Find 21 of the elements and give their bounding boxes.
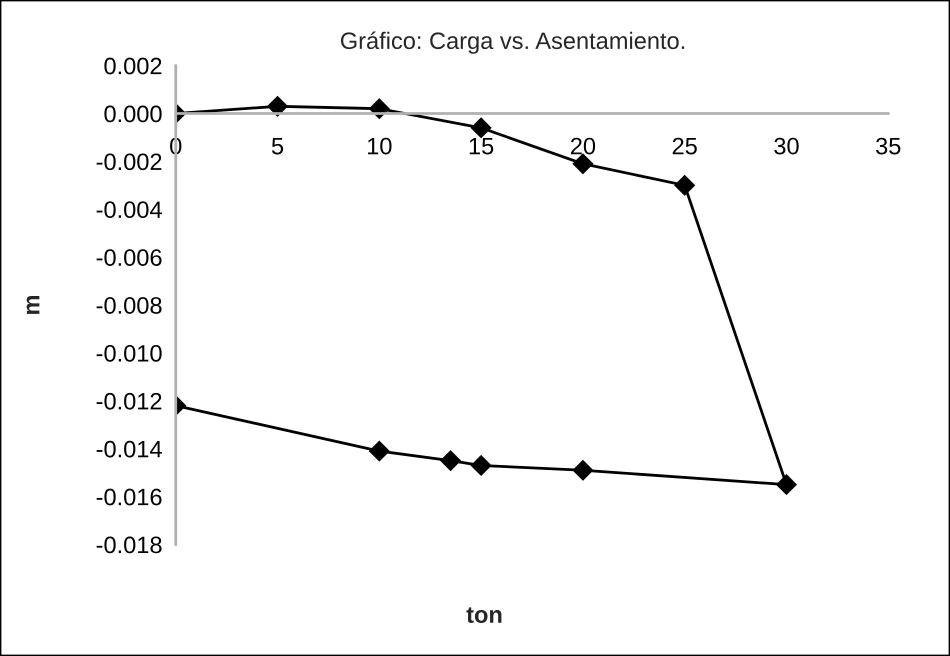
y-tick-label: -0.004 bbox=[96, 201, 162, 218]
y-tick-label: -0.018 bbox=[96, 536, 162, 554]
y-tick-label: -0.008 bbox=[96, 297, 162, 314]
y-tick-label: 0.002 bbox=[104, 58, 162, 74]
x-tick-label: 30 bbox=[774, 138, 799, 154]
x-tick-label: 35 bbox=[876, 138, 900, 154]
x-tick-label: 25 bbox=[672, 138, 697, 154]
x-axis-title: ton bbox=[466, 607, 502, 623]
y-axis-title: m bbox=[26, 296, 40, 314]
y-tick-label: 0.000 bbox=[104, 106, 162, 122]
y-tick-label: -0.016 bbox=[96, 488, 162, 506]
y-tick-label: -0.006 bbox=[96, 249, 162, 266]
x-tick-label: 15 bbox=[470, 138, 494, 154]
y-tick-label: -0.012 bbox=[96, 392, 162, 410]
x-tick-label: 5 bbox=[272, 138, 284, 154]
y-tick-label: -0.002 bbox=[96, 153, 162, 170]
y-tick-label: -0.014 bbox=[96, 440, 162, 458]
x-tick-label: 10 bbox=[368, 138, 392, 154]
y-tick-label: -0.010 bbox=[96, 344, 162, 362]
chart-title: Gráfico: Carga vs. Asentamiento. bbox=[340, 31, 684, 54]
x-tick-label: 20 bbox=[570, 138, 596, 154]
